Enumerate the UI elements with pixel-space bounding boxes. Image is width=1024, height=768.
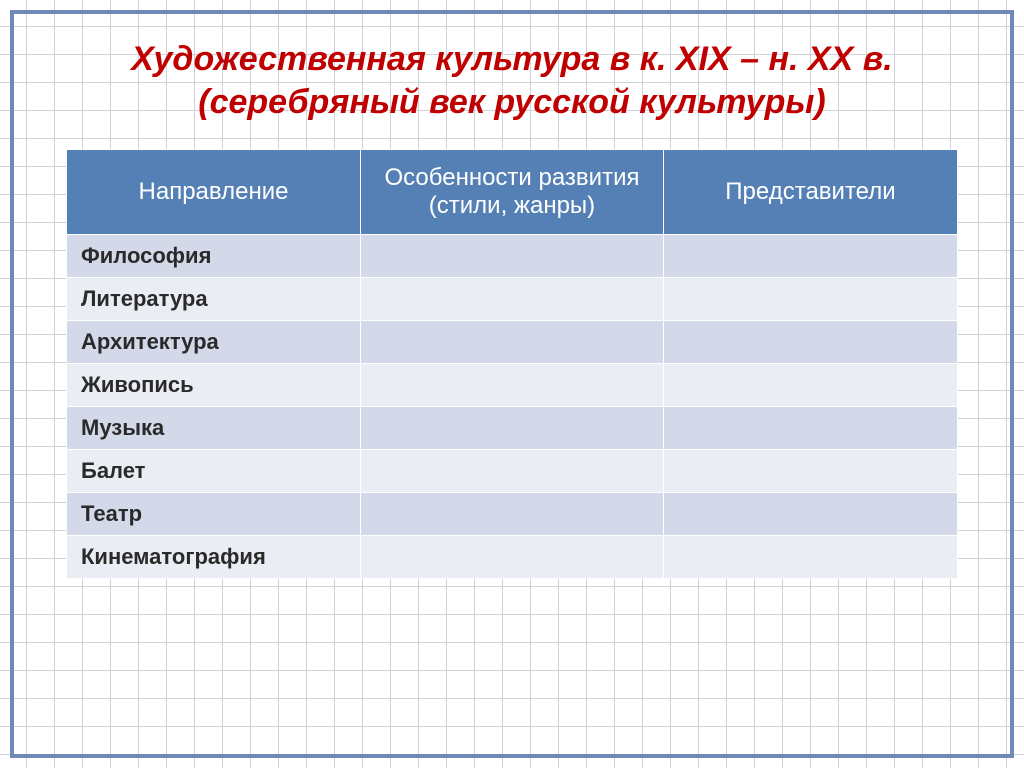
table-row: Балет [67, 450, 958, 493]
slide-title: Художественная культура в к. XIX – н. XX… [14, 38, 1010, 131]
cell-representatives [663, 235, 957, 278]
cell-features [361, 450, 664, 493]
cell-direction: Литература [67, 278, 361, 321]
cell-text: Философия [81, 243, 211, 268]
cell-features [361, 278, 664, 321]
header-direction: Направление [67, 150, 361, 235]
cell-text: Кинематография [81, 544, 266, 569]
cell-features [361, 493, 664, 536]
cell-text: Живопись [81, 372, 194, 397]
cell-features [361, 407, 664, 450]
cell-features [361, 364, 664, 407]
cell-representatives [663, 278, 957, 321]
cell-representatives [663, 364, 957, 407]
header-features: Особенности развития(стили, жанры) [361, 150, 664, 235]
cell-text: Музыка [81, 415, 164, 440]
cell-text: Архитектура [81, 329, 219, 354]
cell-features [361, 321, 664, 364]
cell-representatives [663, 407, 957, 450]
cell-features [361, 235, 664, 278]
header-representatives: Представители [663, 150, 957, 235]
cell-direction: Живопись [67, 364, 361, 407]
table-row: Кинематография [67, 536, 958, 579]
table-row: Живопись [67, 364, 958, 407]
cell-direction: Кинематография [67, 536, 361, 579]
cell-features [361, 536, 664, 579]
table-container: Направление Особенности развития(стили, … [66, 149, 958, 579]
culture-table: Направление Особенности развития(стили, … [66, 149, 958, 579]
cell-representatives [663, 536, 957, 579]
table-header-row: Направление Особенности развития(стили, … [67, 150, 958, 235]
title-line-2: (серебряный век русской культуры) [198, 83, 825, 121]
cell-direction: Архитектура [67, 321, 361, 364]
slide-frame: Художественная культура в к. XIX – н. XX… [10, 10, 1014, 758]
title-line-1: Художественная культура в к. XIX – н. XX… [131, 40, 892, 78]
table-row: Философия [67, 235, 958, 278]
header-features-label: Особенности развития(стили, жанры) [384, 164, 639, 219]
header-representatives-label: Представители [725, 178, 895, 205]
table-body: Философия Литература Архитектура [67, 235, 958, 579]
header-direction-label: Направление [139, 178, 289, 205]
cell-representatives [663, 493, 957, 536]
cell-direction: Философия [67, 235, 361, 278]
cell-direction: Театр [67, 493, 361, 536]
cell-direction: Балет [67, 450, 361, 493]
table-row: Театр [67, 493, 958, 536]
cell-text: Театр [81, 501, 142, 526]
cell-text: Балет [81, 458, 145, 483]
cell-text: Литература [81, 286, 208, 311]
slide-content: Художественная культура в к. XIX – н. XX… [14, 14, 1010, 754]
table-row: Литература [67, 278, 958, 321]
table-row: Музыка [67, 407, 958, 450]
cell-representatives [663, 450, 957, 493]
table-row: Архитектура [67, 321, 958, 364]
cell-direction: Музыка [67, 407, 361, 450]
cell-representatives [663, 321, 957, 364]
